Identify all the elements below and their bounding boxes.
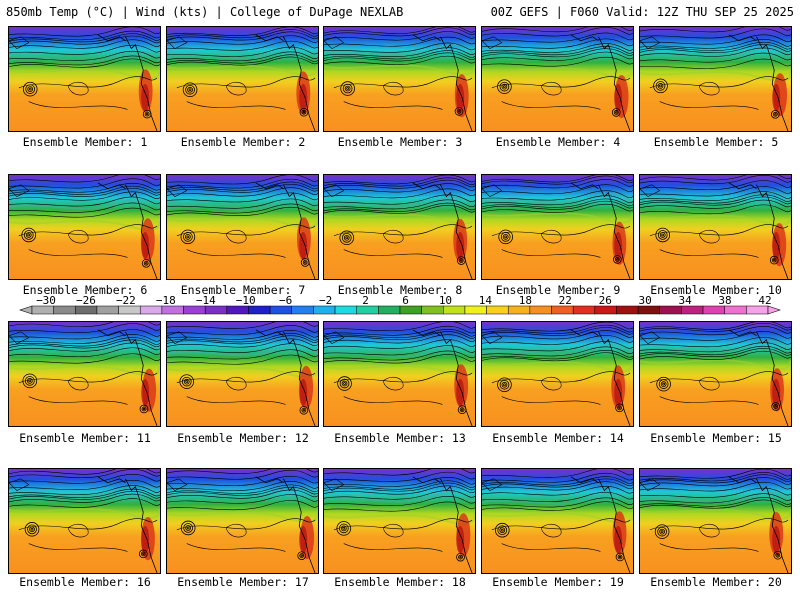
colorbar-tick-label: −26 — [76, 295, 96, 307]
colorbar-swatch — [75, 305, 98, 315]
ensemble-member-map — [323, 26, 476, 132]
colorbar-swatch — [637, 305, 661, 315]
colorbar-tick-label: 26 — [599, 295, 612, 307]
colorbar-tick-label: 10 — [439, 295, 452, 307]
header-title-left: 850mb Temp (°C) | Wind (kts) | College o… — [6, 5, 404, 19]
ensemble-member-map — [481, 26, 634, 132]
ensemble-member-map — [639, 468, 792, 574]
header-title-right: 00Z GEFS | F060 Valid: 12Z THU SEP 25 20… — [490, 5, 794, 19]
ensemble-member-label: Ensemble Member: 8 — [337, 283, 463, 297]
colorbar-tick-label: 34 — [678, 295, 692, 307]
colorbar-swatch — [53, 305, 76, 315]
colorbar-swatch — [399, 305, 422, 315]
colorbar-tick-label: −6 — [279, 295, 292, 307]
ensemble-member-label: Ensemble Member: 12 — [177, 431, 309, 445]
colorbar-right-arrow — [767, 305, 781, 315]
ensemble-member-label: Ensemble Member: 18 — [334, 575, 466, 589]
ensemble-member-map — [323, 174, 476, 280]
colorbar-tick-label: −10 — [236, 295, 256, 307]
colorbar-swatch — [291, 305, 314, 315]
colorbar-swatch — [551, 305, 574, 315]
ensemble-member-map — [639, 26, 792, 132]
ensemble-member-map — [639, 174, 792, 280]
ensemble-member-label: Ensemble Member: 6 — [22, 283, 148, 297]
ensemble-member-map — [323, 321, 476, 427]
ensemble-member-label: Ensemble Member: 7 — [180, 283, 306, 297]
colorbar-left-arrow — [19, 305, 33, 315]
colorbar-swatch — [507, 305, 531, 315]
ensemble-member-label: Ensemble Member: 9 — [495, 283, 621, 297]
ensemble-member-map — [8, 321, 161, 427]
colorbar-tick-label: 22 — [559, 295, 572, 307]
colorbar-tick-label: 42 — [758, 295, 771, 307]
ensemble-member-label: Ensemble Member: 2 — [180, 135, 306, 149]
ensemble-member-label: Ensemble Member: 19 — [492, 575, 624, 589]
colorbar-tick-label: −2 — [319, 295, 332, 307]
colorbar-swatch — [486, 305, 509, 315]
ensemble-member-label: Ensemble Member: 3 — [337, 135, 463, 149]
temperature-colorbar: −30 −26 −22 −18 −14 −10 −6 −2 2 6 10 14 18 22 26 30 34 38… — [19, 295, 781, 315]
colorbar-swatch — [594, 305, 617, 315]
ensemble-member-label: Ensemble Member: 17 — [177, 575, 309, 589]
colorbar-tick-label: −18 — [156, 295, 176, 307]
colorbar-tick-label: −22 — [116, 295, 136, 307]
ensemble-member-map — [166, 26, 319, 132]
colorbar-swatch — [204, 305, 228, 315]
colorbar-swatch — [443, 305, 466, 315]
ensemble-member-label: Ensemble Member: 10 — [650, 283, 782, 297]
colorbar-tick-label: 14 — [479, 295, 493, 307]
ensemble-member-label: Ensemble Member: 1 — [22, 135, 148, 149]
ensemble-member-label: Ensemble Member: 20 — [650, 575, 782, 589]
colorbar-tick-label: 6 — [402, 295, 409, 307]
colorbar-swatch — [616, 305, 639, 315]
colorbar-swatch — [746, 305, 769, 315]
colorbar-swatch — [226, 305, 249, 315]
colorbar-swatch — [139, 305, 163, 315]
ensemble-member-label: Ensemble Member: 5 — [653, 135, 779, 149]
colorbar-swatch — [724, 305, 747, 315]
colorbar-tick-label: 2 — [362, 295, 369, 307]
colorbar-swatch — [96, 305, 119, 315]
colorbar-swatch — [161, 305, 184, 315]
colorbar-swatch — [702, 305, 725, 315]
ensemble-member-map — [481, 321, 634, 427]
colorbar-swatch — [421, 305, 444, 315]
colorbar-swatch — [572, 305, 596, 315]
colorbar-swatch — [269, 305, 293, 315]
colorbar-swatch — [378, 305, 401, 315]
colorbar-tick-label: 18 — [519, 295, 532, 307]
ensemble-member-label: Ensemble Member: 13 — [334, 431, 466, 445]
ensemble-member-label: Ensemble Member: 11 — [19, 431, 151, 445]
ensemble-member-map — [8, 26, 161, 132]
ensemble-member-label: Ensemble Member: 15 — [650, 431, 782, 445]
ensemble-member-map — [166, 174, 319, 280]
ensemble-member-map — [481, 174, 634, 280]
ensemble-member-map — [8, 468, 161, 574]
colorbar-tick-label: 38 — [718, 295, 731, 307]
ensemble-member-map — [166, 321, 319, 427]
colorbar-swatch — [31, 305, 54, 315]
ensemble-member-label: Ensemble Member: 14 — [492, 431, 624, 445]
colorbar-tick-label: −30 — [36, 295, 56, 307]
colorbar-swatch — [529, 305, 552, 315]
ensemble-member-label: Ensemble Member: 16 — [19, 575, 151, 589]
colorbar-swatch — [183, 305, 206, 315]
colorbar-swatch — [248, 305, 271, 315]
colorbar-swatch — [659, 305, 682, 315]
colorbar-swatch — [464, 305, 487, 315]
ensemble-member-map — [639, 321, 792, 427]
ensemble-member-map — [8, 174, 161, 280]
ensemble-member-map — [481, 468, 634, 574]
colorbar-swatch — [313, 305, 336, 315]
ensemble-member-map — [323, 468, 476, 574]
ensemble-member-label: Ensemble Member: 4 — [495, 135, 621, 149]
colorbar-tick-label: 30 — [639, 295, 652, 307]
colorbar-swatch — [118, 305, 141, 315]
colorbar-tick-label: −14 — [196, 295, 216, 307]
ensemble-member-map — [166, 468, 319, 574]
colorbar-swatch — [334, 305, 357, 315]
colorbar-swatch — [356, 305, 379, 315]
colorbar-swatch — [681, 305, 704, 315]
